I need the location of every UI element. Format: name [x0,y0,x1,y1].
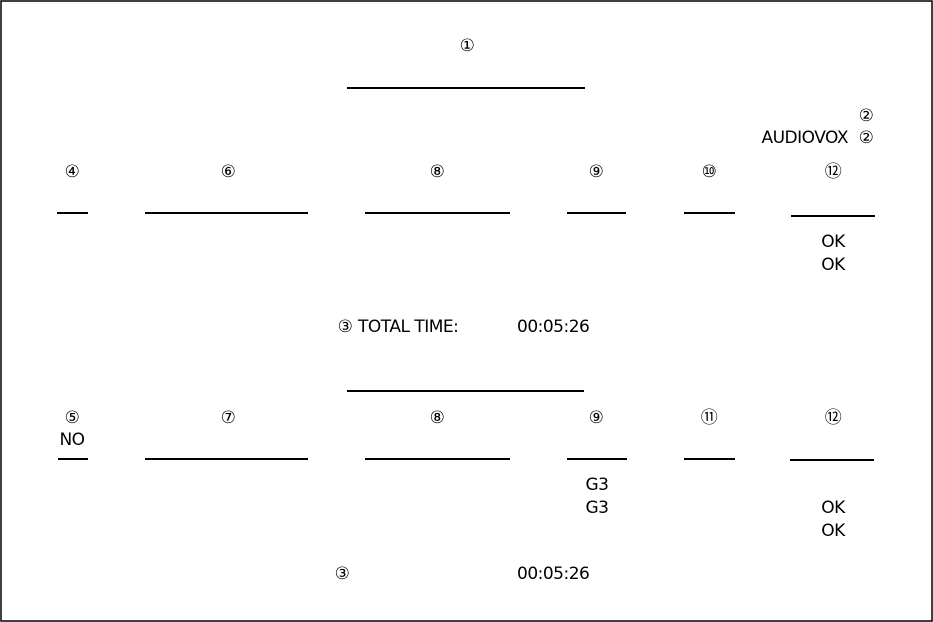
total-value: 00:05:26 [517,317,589,337]
column-marker: ⑩ [702,162,717,182]
marker: ② [859,128,874,148]
mode: G3 [586,498,609,518]
column-marker: ⑥ [221,162,236,182]
result: OK [821,232,846,252]
marker: ③ [335,564,350,584]
status: NO [59,430,84,450]
result: OK [821,255,846,275]
total-value: 00:05:26 [517,564,589,584]
column-marker: ⑫ [825,162,842,182]
marker: ③ [338,317,353,337]
result: OK [821,521,846,541]
column-marker: ⑨ [589,162,604,182]
column-marker: ⑧ [430,408,445,428]
mode: G3 [586,475,609,495]
column-marker: ⑤ [65,408,80,428]
total-label: TOTAL TIME: [357,317,458,337]
column-marker: ⑫ [825,408,842,428]
marker: ① [460,36,475,56]
result: OK [821,498,846,518]
column-marker: ④ [65,162,80,182]
column-marker: ⑪ [701,408,718,428]
column-marker: ⑨ [589,408,604,428]
column-marker: ⑧ [430,162,445,182]
remote-id: AUDIOVOX [761,128,848,148]
column-marker: ⑦ [221,408,236,428]
marker: ② [859,106,874,126]
